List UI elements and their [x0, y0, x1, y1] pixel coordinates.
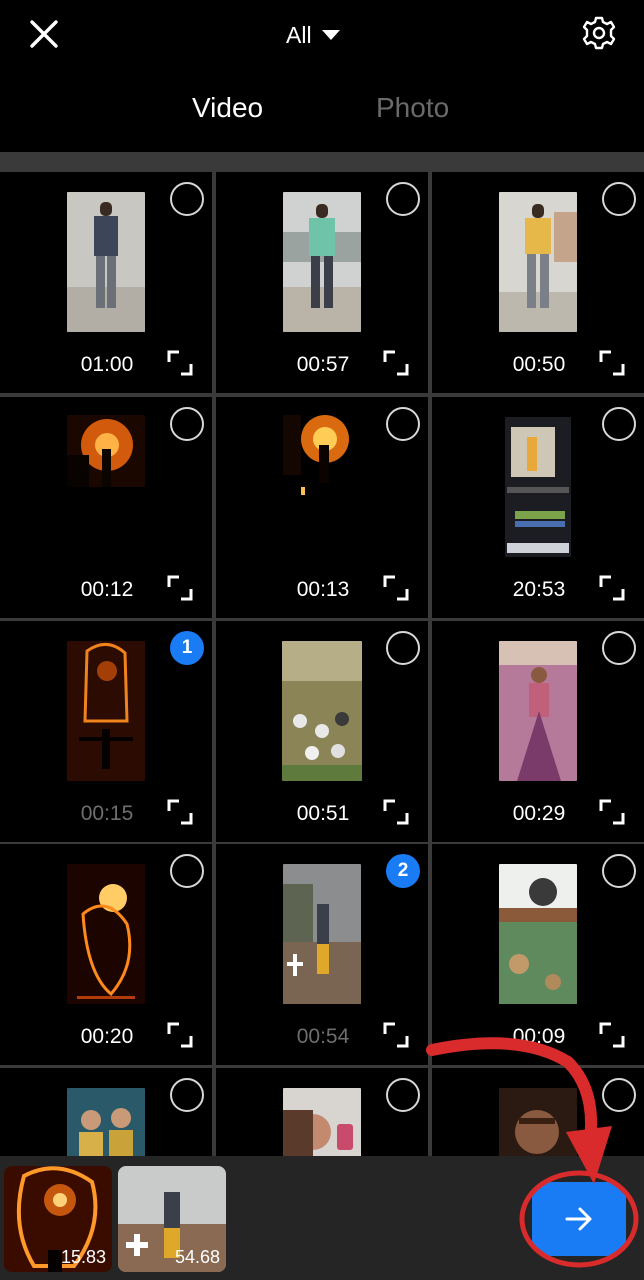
expand-icon[interactable]	[599, 575, 625, 601]
select-circle[interactable]	[602, 182, 636, 216]
video-thumbnail	[67, 864, 145, 1004]
close-icon	[30, 20, 58, 48]
select-circle[interactable]	[602, 1078, 636, 1112]
expand-icon[interactable]	[383, 350, 409, 376]
select-circle[interactable]	[602, 854, 636, 888]
selection-order-badge[interactable]: 2	[386, 854, 420, 888]
settings-button[interactable]	[580, 14, 618, 52]
video-thumbnail	[283, 864, 361, 1004]
selected-clip[interactable]: 15.83	[4, 1166, 112, 1272]
grid-item[interactable]	[216, 1068, 428, 1156]
video-thumbnail	[499, 192, 577, 332]
expand-icon[interactable]	[167, 799, 193, 825]
selection-order-badge[interactable]: 1	[170, 631, 204, 665]
grid-item[interactable]: 1 00:15	[0, 621, 212, 842]
grid-item[interactable]: 00:29	[432, 621, 644, 842]
video-duration: 01:00	[80, 353, 134, 376]
expand-icon[interactable]	[599, 1022, 625, 1048]
selected-clip-duration: 54.68	[174, 1247, 220, 1267]
media-grid[interactable]: 01:00 00:57 00:50 00:12 00:13	[0, 152, 644, 1156]
video-duration: 00:50	[512, 353, 566, 376]
video-duration: 00:15	[80, 802, 134, 825]
video-duration: 00:29	[512, 802, 566, 825]
video-thumbnail	[282, 641, 362, 781]
grid-item[interactable]: 20:53	[432, 397, 644, 618]
video-duration: 00:12	[80, 578, 134, 601]
expand-icon[interactable]	[383, 799, 409, 825]
select-circle[interactable]	[386, 1078, 420, 1112]
video-thumbnail	[499, 1088, 577, 1156]
grid-item[interactable]: 00:57	[216, 172, 428, 393]
expand-icon[interactable]	[167, 350, 193, 376]
video-duration: 00:13	[296, 578, 350, 601]
video-thumbnail	[499, 641, 577, 781]
select-circle[interactable]	[170, 1078, 204, 1112]
video-duration: 00:09	[512, 1025, 566, 1048]
video-duration: 00:57	[296, 353, 350, 376]
select-circle[interactable]	[386, 182, 420, 216]
video-thumbnail	[283, 415, 361, 495]
video-thumbnail	[67, 641, 145, 781]
tab-photo[interactable]: Photo	[376, 92, 450, 123]
expand-icon[interactable]	[383, 575, 409, 601]
select-circle[interactable]	[386, 631, 420, 665]
select-circle[interactable]	[602, 407, 636, 441]
grid-item[interactable]: 00:51	[216, 621, 428, 842]
video-thumbnail	[67, 415, 145, 487]
expand-icon[interactable]	[599, 350, 625, 376]
expand-icon[interactable]	[383, 1022, 409, 1048]
video-duration: 00:54	[296, 1025, 350, 1048]
grid-item[interactable]: 00:20	[0, 844, 212, 1065]
grid-item[interactable]: 00:50	[432, 172, 644, 393]
tab-video[interactable]: Video	[192, 92, 264, 123]
grid-item[interactable]	[432, 1068, 644, 1156]
grid-item[interactable]: 00:12	[0, 397, 212, 618]
video-duration: 20:53	[512, 578, 566, 601]
select-circle[interactable]	[170, 182, 204, 216]
album-filter-dropdown[interactable]: All	[286, 18, 340, 52]
video-thumbnail	[67, 192, 145, 332]
select-circle[interactable]	[170, 407, 204, 441]
select-circle[interactable]	[602, 631, 636, 665]
media-type-tabs: Video Photo	[0, 92, 644, 142]
arrow-right-icon	[565, 1207, 592, 1231]
grid-item[interactable]: 00:13	[216, 397, 428, 618]
expand-icon[interactable]	[167, 575, 193, 601]
selected-clip[interactable]: 54.68	[118, 1166, 226, 1272]
select-circle[interactable]	[170, 854, 204, 888]
album-filter-label: All	[286, 21, 312, 48]
caret-down-icon	[321, 30, 340, 40]
grid-item[interactable]: 2 00:54	[216, 844, 428, 1065]
grid-item[interactable]	[0, 1068, 212, 1156]
select-circle[interactable]	[386, 407, 420, 441]
video-duration: 00:20	[80, 1025, 134, 1048]
expand-icon[interactable]	[167, 1022, 193, 1048]
grid-item[interactable]: 00:09	[432, 844, 644, 1065]
video-thumbnail	[505, 417, 571, 557]
next-button[interactable]	[532, 1182, 626, 1256]
top-bar: All	[0, 0, 644, 70]
grid-item[interactable]: 01:00	[0, 172, 212, 393]
video-thumbnail	[499, 864, 577, 1004]
gear-icon	[582, 16, 616, 50]
selected-clip-duration: 15.83	[60, 1247, 106, 1267]
video-thumbnail	[283, 1088, 361, 1156]
close-button[interactable]	[26, 16, 62, 52]
video-duration: 00:51	[296, 802, 350, 825]
expand-icon[interactable]	[599, 799, 625, 825]
video-thumbnail	[283, 192, 361, 332]
video-thumbnail	[67, 1088, 145, 1156]
